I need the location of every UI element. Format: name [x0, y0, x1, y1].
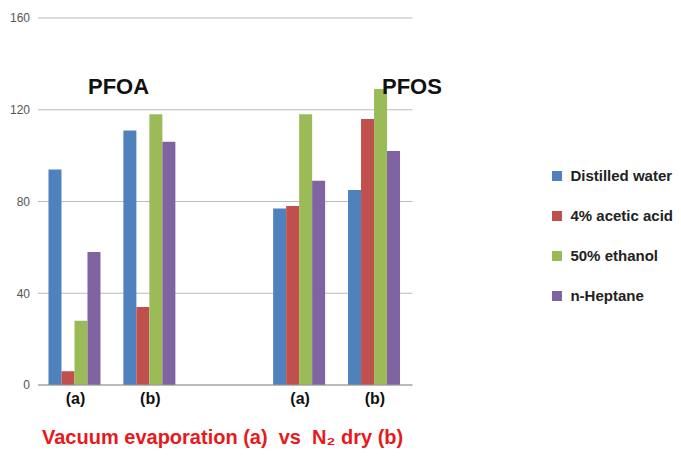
html-text:PFOS: PFOS — [382, 74, 442, 99]
svg-text:(b): (b) — [140, 390, 160, 407]
svg-text:(a): (a) — [290, 390, 310, 407]
svg-text:(b): (b) — [365, 390, 385, 407]
svg-text:120: 120 — [10, 103, 30, 117]
svg-text:80: 80 — [17, 195, 31, 209]
svg-text:0: 0 — [23, 378, 30, 392]
html-text:Vacuum evaporation (a) vs N₂ d: Vacuum evaporation (a) vs N₂ dry (b) — [42, 426, 404, 448]
html-text:Distilled water: Distilled water — [570, 167, 673, 184]
svg-text:40: 40 — [17, 287, 31, 301]
svg-text:160: 160 — [10, 11, 30, 25]
svg-text:(a): (a) — [66, 390, 86, 407]
html-text:PFOA: PFOA — [88, 74, 150, 99]
html-text:4% acetic acid: 4% acetic acid — [570, 207, 673, 224]
html-text:n-Heptane: n-Heptane — [570, 287, 644, 304]
html-text:50% ethanol: 50% ethanol — [570, 247, 658, 264]
